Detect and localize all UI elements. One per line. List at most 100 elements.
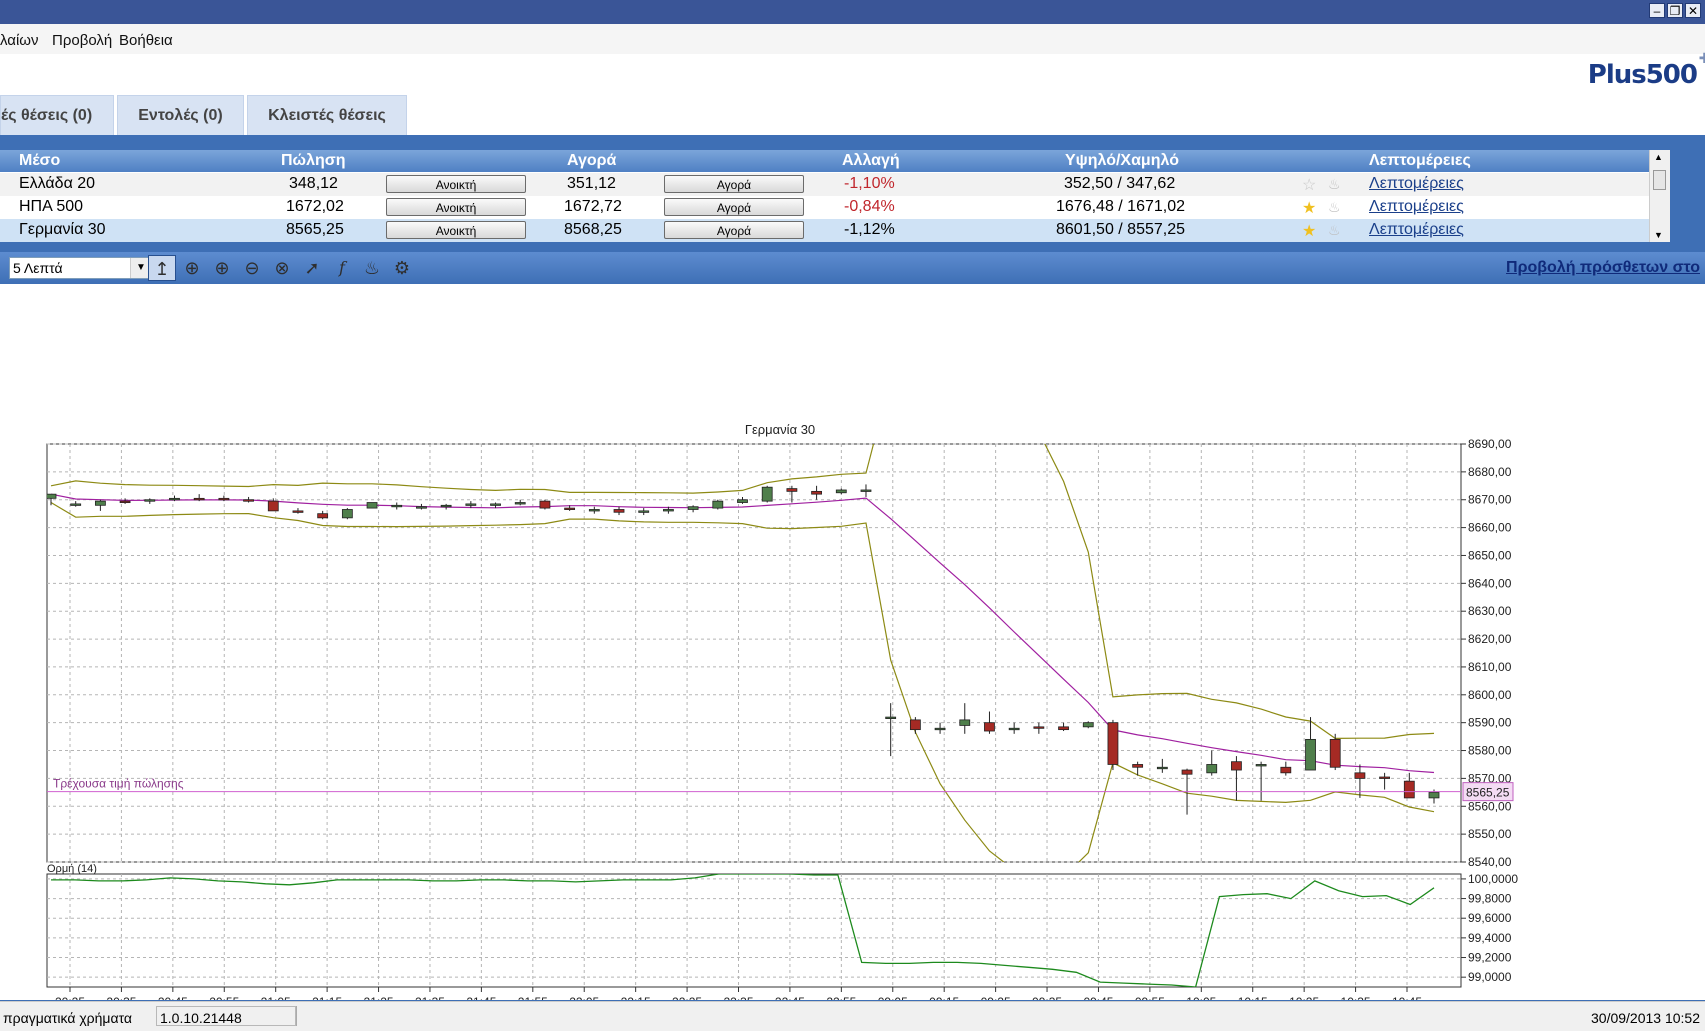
change-value: -0,84% [844, 198, 895, 215]
zoom-reset-icon[interactable]: ⊗ [274, 258, 290, 278]
header-sell[interactable]: Πώληση [281, 152, 346, 169]
details-link[interactable]: Λεπτομέρειες [1369, 175, 1464, 192]
tab-closed-positions[interactable]: Κλειστές θέσεις [247, 95, 407, 135]
price-tick-label: 8590,00 [1468, 716, 1512, 730]
price-tick-label: 8580,00 [1468, 744, 1512, 758]
header-high-low[interactable]: Υψηλό/Χαμηλό [1065, 152, 1179, 169]
candle-body [70, 503, 82, 506]
sell-open-button[interactable]: Ανοικτή [386, 221, 526, 239]
candle-body [267, 500, 279, 512]
chevron-down-icon[interactable]: ▼ [130, 258, 151, 278]
candle-body [243, 499, 254, 502]
x-tick-label-time: 20:55 [209, 995, 239, 1000]
function-icon[interactable]: f [339, 258, 345, 277]
candle-body [416, 506, 427, 509]
instrument-name: Γερμανία 30 [19, 221, 106, 238]
indicators-icon[interactable]: ➚ [304, 258, 320, 278]
instrument-row-selected[interactable]: Γερμανία 30 8565,25 Ανοικτή 8568,25 Αγορ… [0, 219, 1670, 242]
chart-area: Γερμανία 30 8690,00 8680,00 8670,00 8660,00 8… [0, 284, 1705, 1024]
price-chart[interactable]: Γερμανία 30 8690,00 8680,00 8670,00 8660,00 8… [0, 284, 1705, 1024]
menu-item-view[interactable]: Προβολή [52, 32, 113, 49]
high-low-value: 8601,50 / 8557,25 [1056, 221, 1186, 238]
logo-text: Plus500 [1587, 60, 1698, 90]
menu-bar: λαίων Προβολή Βοήθεια [0, 24, 1705, 54]
x-tick-label-time: 21:05 [261, 995, 291, 1000]
header-instrument[interactable]: Μέσο [19, 152, 61, 169]
favorite-star-icon[interactable]: ★ [1302, 200, 1317, 217]
candle-body [860, 489, 872, 492]
x-tick-label-time: 22:25 [672, 995, 702, 1000]
candle-body [984, 722, 995, 732]
candle-body [613, 509, 625, 513]
header-details[interactable]: Λεπτομέρειες [1369, 152, 1471, 169]
indicator-group [51, 874, 1435, 987]
candle-body [1354, 772, 1366, 779]
alert-bell-icon[interactable]: ♨ [363, 258, 381, 278]
instruments-header: Μέσο Πώληση Αγορά Αλλαγή Υψηλό/Χαμηλό Λε… [0, 150, 1670, 172]
candle-body [317, 513, 329, 519]
tab-open-positions[interactable]: ές θέσεις (0) [0, 95, 114, 135]
candle-body [292, 510, 304, 513]
settings-gear-icon[interactable]: ⚙ [393, 258, 411, 278]
more-instruments-link[interactable]: Προβολή πρόσθετων στο [1506, 259, 1700, 276]
current-price-value: 8565,25 [1466, 786, 1510, 800]
zoom-in-icon[interactable]: ⊕ [214, 258, 230, 278]
chart-title: Γερμανία 30 [745, 422, 815, 437]
tab-orders[interactable]: Εντολές (0) [117, 95, 244, 135]
menu-item-accounts[interactable]: λαίων [0, 32, 39, 49]
favorite-star-icon[interactable]: ☆ [1302, 177, 1317, 194]
x-tick-label-time: 22:05 [569, 995, 599, 1000]
candle-body [1280, 766, 1292, 774]
price-tick-label: 8600,00 [1468, 688, 1512, 702]
price-tick-label: 8540,00 [1468, 855, 1512, 869]
details-link[interactable]: Λεπτομέρειες [1369, 221, 1464, 238]
cursor-icon[interactable]: ↥ [148, 255, 176, 281]
favorite-star-icon[interactable]: ★ [1302, 223, 1317, 240]
candle-body [1058, 726, 1069, 731]
buy-button[interactable]: Αγορά [664, 175, 804, 193]
sell-open-button[interactable]: Ανοικτή [386, 198, 526, 216]
details-link[interactable]: Λεπτομέρειες [1369, 198, 1464, 215]
candle-body [737, 499, 748, 503]
alert-bell-icon[interactable]: ♨ [1328, 222, 1341, 238]
x-tick-label-time: 22:35 [723, 995, 753, 1000]
price-tick-label: 8620,00 [1468, 632, 1512, 646]
instrument-row[interactable]: Ελλάδα 20 348,12 Ανοικτή 351,12 Αγορά -1… [0, 173, 1670, 196]
indicator-tick-label: 99,0000 [1468, 970, 1512, 984]
buy-button[interactable]: Αγορά [664, 198, 804, 216]
zoom-out-icon[interactable]: ⊖ [244, 258, 260, 278]
scroll-thumb[interactable] [1653, 170, 1666, 190]
x-tick-label-time: 09:15 [929, 995, 959, 1000]
candle-body [1181, 769, 1193, 775]
candle-body [465, 503, 477, 506]
candle-body [1329, 738, 1341, 768]
logo-plus-icon: ✚ [1698, 51, 1705, 67]
indicator-tick-label: 99,8000 [1468, 892, 1512, 906]
minimize-button[interactable]: – [1649, 3, 1665, 18]
x-tick-label-time: 21:35 [415, 995, 445, 1000]
candle-body [1305, 738, 1316, 771]
buy-button[interactable]: Αγορά [664, 221, 804, 239]
close-button[interactable]: ✕ [1685, 3, 1701, 18]
price-tick-label: 8630,00 [1468, 604, 1512, 618]
instrument-row[interactable]: ΗΠΑ 500 1672,02 Ανοικτή 1672,72 Αγορά -0… [0, 196, 1670, 219]
crosshair-icon[interactable]: ⊕ [184, 258, 200, 278]
alert-bell-icon[interactable]: ♨ [1328, 176, 1341, 192]
price-tick-label: 8560,00 [1468, 799, 1512, 813]
alert-bell-icon[interactable]: ♨ [1328, 199, 1341, 215]
header-buy[interactable]: Αγορά [567, 152, 617, 169]
candle-body [835, 489, 847, 494]
x-tick-label-time: 09:45 [1083, 995, 1113, 1000]
status-datetime: 30/09/2013 10:52 [1591, 1010, 1700, 1026]
candle-body [663, 509, 674, 512]
scroll-up-icon[interactable]: ▲ [1654, 152, 1663, 162]
scroll-down-icon[interactable]: ▼ [1654, 230, 1663, 240]
menu-item-help[interactable]: Βοήθεια [119, 32, 173, 49]
instruments-table: Μέσο Πώληση Αγορά Αλλαγή Υψηλό/Χαμηλό Λε… [0, 150, 1670, 242]
sell-open-button[interactable]: Ανοικτή [386, 175, 526, 193]
header-change[interactable]: Αλλαγή [842, 152, 900, 169]
restore-button[interactable]: ❐ [1667, 3, 1683, 18]
plus500-logo: Plus500 ✚ [1587, 51, 1705, 90]
instruments-scrollbar[interactable]: ▲ ▼ [1649, 150, 1670, 242]
timeframe-select[interactable]: 5 Λεπτά ▼ [9, 257, 152, 279]
